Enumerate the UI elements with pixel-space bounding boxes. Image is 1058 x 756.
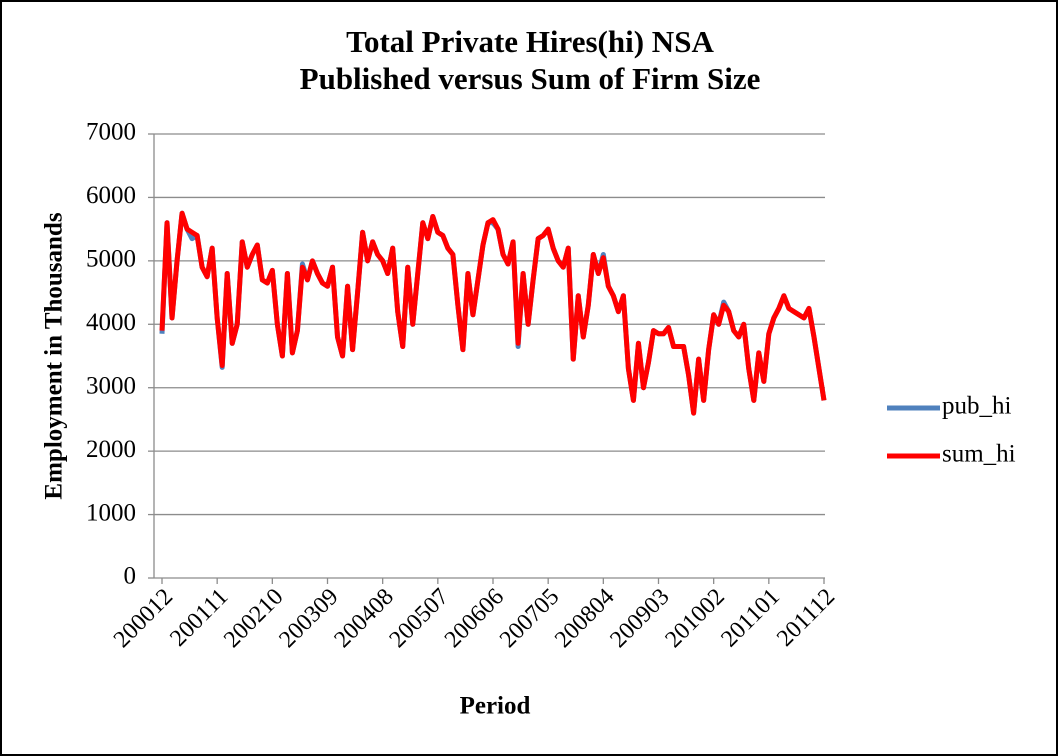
legend-label: pub_hi <box>942 393 1012 420</box>
y-tick-label: 5000 <box>86 246 136 273</box>
y-tick-label: 7000 <box>86 119 136 146</box>
y-tick-label: 0 <box>124 563 137 590</box>
y-axis-label: Employment in Thousands <box>41 212 68 499</box>
series-line <box>159 210 827 416</box>
chart-title: Total Private Hires(hi) NSA <box>346 24 714 59</box>
chart-subtitle: Published versus Sum of Firm Size <box>300 61 761 96</box>
y-tick-label: 3000 <box>86 372 136 399</box>
y-tick-label: 6000 <box>86 182 136 209</box>
y-tick-label: 2000 <box>86 436 136 463</box>
y-tick-label: 4000 <box>86 309 136 336</box>
y-tick-label: 1000 <box>86 499 136 526</box>
legend-label: sum_hi <box>942 441 1016 468</box>
x-axis-label: Period <box>460 693 531 720</box>
